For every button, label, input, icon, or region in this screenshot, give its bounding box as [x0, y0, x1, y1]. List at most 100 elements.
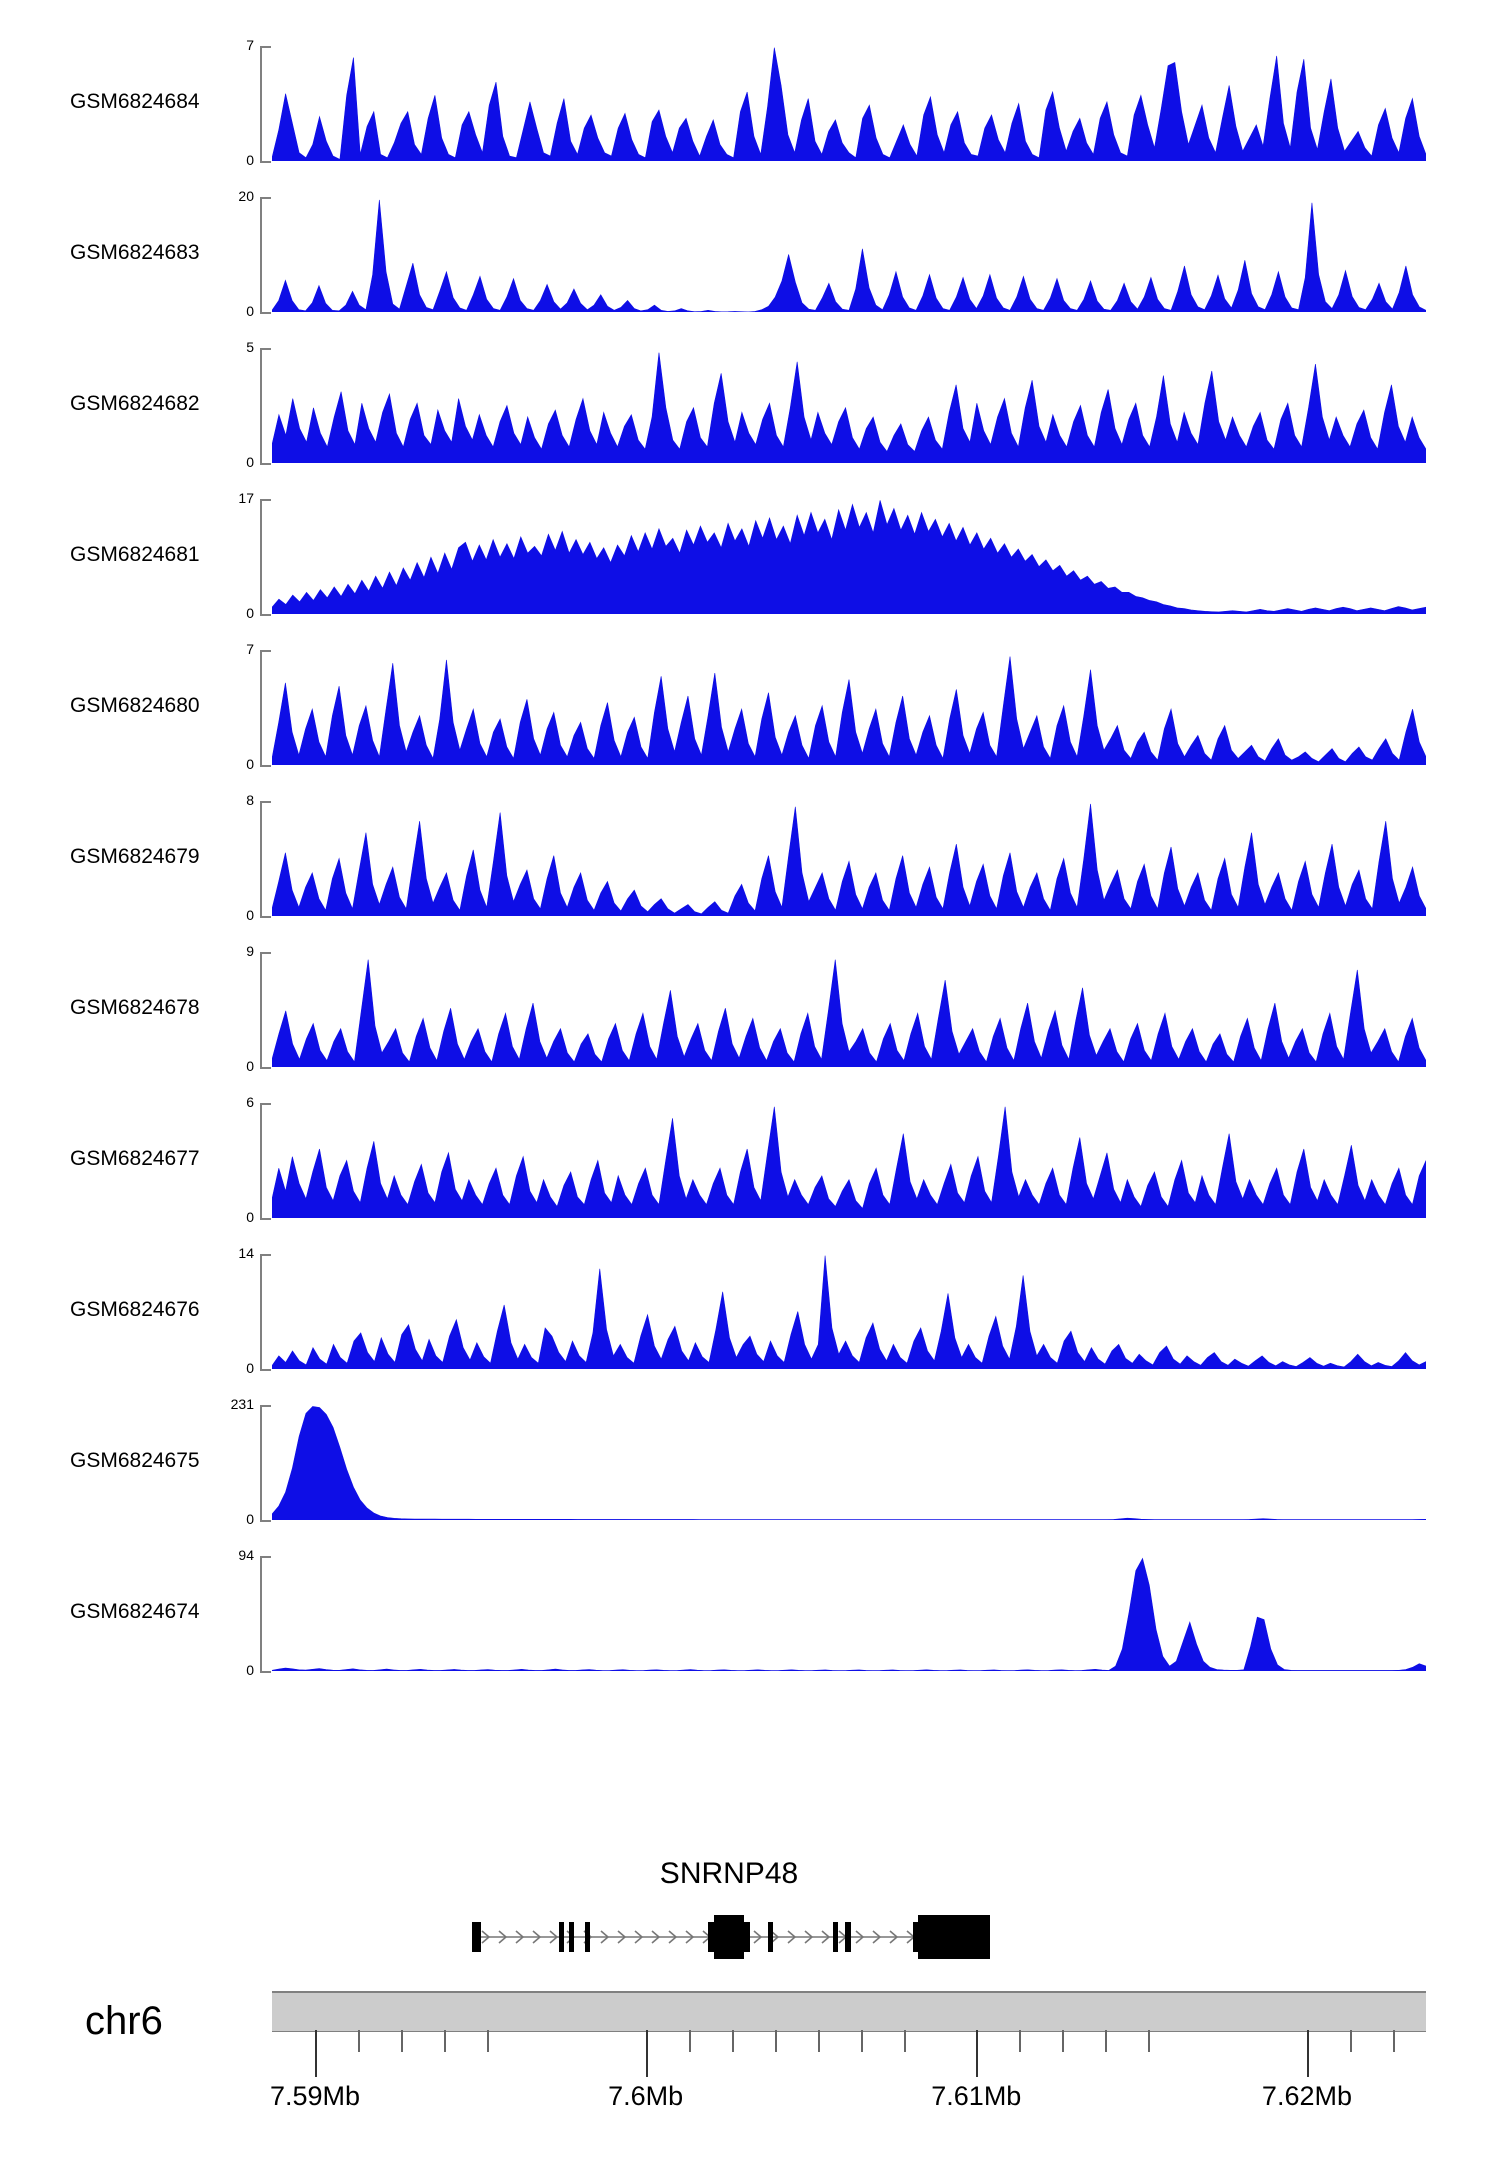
ruler-major-tick — [1306, 2030, 1309, 2077]
track-sample-label: GSM6824684 — [70, 89, 200, 113]
ruler-minor-tick — [1148, 2030, 1151, 2052]
track-sample-label: GSM6824677 — [70, 1146, 200, 1170]
y-axis-spine — [260, 1556, 262, 1671]
ruler-minor-tick — [1349, 2030, 1352, 2052]
gene-name-label: SNRNP48 — [659, 1857, 799, 1890]
y-axis-tick-max — [260, 952, 271, 954]
ruler-tick-label: 7.62Mb — [1261, 2081, 1352, 2111]
ruler-minor-tick — [1019, 2030, 1022, 2052]
y-axis-min-label: 0 — [246, 1360, 254, 1376]
y-axis-max-label: 7 — [246, 37, 254, 53]
y-axis-max-label: 7 — [246, 641, 254, 657]
gene-model-svg[interactable] — [0, 1845, 1500, 1960]
y-axis-tick-max — [260, 1405, 271, 1407]
track-sample-label: GSM6824674 — [70, 1599, 200, 1623]
y-axis-spine — [260, 46, 262, 161]
coverage-area-plot[interactable] — [272, 801, 1426, 916]
ruler-minor-tick — [1392, 2030, 1395, 2052]
track-sample-label: GSM6824683 — [70, 240, 200, 264]
coverage-area-plot[interactable] — [272, 348, 1426, 463]
y-axis-tick-min — [260, 614, 271, 616]
ruler-minor-tick — [688, 2030, 691, 2052]
ruler-minor-tick — [486, 2030, 489, 2052]
track-sample-label: GSM6824682 — [70, 391, 200, 415]
coverage-area-plot[interactable] — [272, 952, 1426, 1067]
track-sample-label: GSM6824679 — [70, 844, 200, 868]
coverage-area-plot[interactable] — [272, 197, 1426, 312]
coverage-area-plot[interactable] — [272, 499, 1426, 614]
y-axis-min-label: 0 — [246, 152, 254, 168]
chromosome-ruler-panel: chr6 7.59Mb 7.6Mb 7.61Mb 7.62Mb — [0, 1985, 1500, 2170]
y-axis-spine — [260, 348, 262, 463]
ruler-minor-tick — [1105, 2030, 1108, 2052]
y-axis-spine — [260, 1103, 262, 1218]
y-axis-min-label: 0 — [246, 907, 254, 923]
y-axis-tick-min — [260, 1218, 271, 1220]
coverage-area-plot[interactable] — [272, 1405, 1426, 1520]
y-axis-tick-min — [260, 463, 271, 465]
y-axis-max-label: 6 — [246, 1094, 254, 1110]
y-axis-tick-max — [260, 1103, 271, 1105]
ruler-major-tick — [976, 2030, 979, 2077]
ruler-tick-label: 7.61Mb — [931, 2081, 1022, 2111]
ideogram-bar[interactable] — [272, 1991, 1426, 2032]
ruler-minor-tick — [774, 2030, 777, 2052]
ruler-minor-tick — [731, 2030, 734, 2052]
y-axis-tick-max — [260, 46, 271, 48]
ruler-major-tick — [645, 2030, 648, 2077]
ruler-minor-tick — [357, 2030, 360, 2052]
coverage-area-plot[interactable] — [272, 1254, 1426, 1369]
y-axis-max-label: 14 — [238, 1245, 254, 1261]
ruler-tick-label: 7.59Mb — [269, 2081, 361, 2111]
y-axis-tick-min — [260, 1520, 271, 1522]
track-sample-label: GSM6824676 — [70, 1297, 200, 1321]
track-sample-label: GSM6824681 — [70, 542, 200, 566]
ruler-minor-tick — [817, 2030, 820, 2052]
coverage-area-plot[interactable] — [272, 1103, 1426, 1218]
y-axis-tick-min — [260, 312, 271, 314]
y-axis-tick-max — [260, 499, 271, 501]
y-axis-tick-max — [260, 1556, 271, 1558]
y-axis-min-label: 0 — [246, 756, 254, 772]
y-axis-min-label: 0 — [246, 1209, 254, 1225]
y-axis-min-label: 0 — [246, 1511, 254, 1527]
y-axis-tick-max — [260, 801, 271, 803]
y-axis-max-label: 9 — [246, 943, 254, 959]
track-sample-label: GSM6824680 — [70, 693, 200, 717]
ruler-minor-tick — [860, 2030, 863, 2052]
y-axis-max-label: 8 — [246, 792, 254, 808]
ruler-minor-tick — [903, 2030, 906, 2052]
chromosome-label: chr6 — [85, 1999, 163, 2043]
y-axis-tick-min — [260, 1671, 271, 1673]
y-axis-tick-min — [260, 1067, 271, 1069]
y-axis-spine — [260, 952, 262, 1067]
y-axis-tick-max — [260, 650, 271, 652]
y-axis-spine — [260, 197, 262, 312]
coverage-area-plot[interactable] — [272, 650, 1426, 765]
track-sample-label: GSM6824675 — [70, 1448, 200, 1472]
y-axis-spine — [260, 650, 262, 765]
ruler-major-tick — [314, 2030, 317, 2077]
y-axis-tick-max — [260, 197, 271, 199]
y-axis-tick-min — [260, 765, 271, 767]
ruler-minor-tick — [1062, 2030, 1065, 2052]
ruler-minor-tick — [443, 2030, 446, 2052]
track-sample-label: GSM6824678 — [70, 995, 200, 1019]
y-axis-min-label: 0 — [246, 454, 254, 470]
y-axis-spine — [260, 499, 262, 614]
gene-model-panel: SNRNP48 — [0, 1845, 1500, 1960]
y-axis-tick-min — [260, 1369, 271, 1371]
y-axis-max-label: 231 — [230, 1396, 254, 1412]
y-axis-spine — [260, 801, 262, 916]
y-axis-spine — [260, 1405, 262, 1520]
y-axis-tick-max — [260, 1254, 271, 1256]
ruler-minor-tick — [400, 2030, 403, 2052]
y-axis-min-label: 0 — [246, 303, 254, 319]
y-axis-max-label: 17 — [238, 490, 254, 506]
y-axis-max-label: 94 — [238, 1547, 254, 1563]
y-axis-min-label: 0 — [246, 1058, 254, 1074]
ruler-tick-label: 7.6Mb — [608, 2081, 684, 2111]
coverage-area-plot[interactable] — [272, 1556, 1426, 1671]
y-axis-tick-min — [260, 916, 271, 918]
coverage-area-plot[interactable] — [272, 46, 1426, 161]
